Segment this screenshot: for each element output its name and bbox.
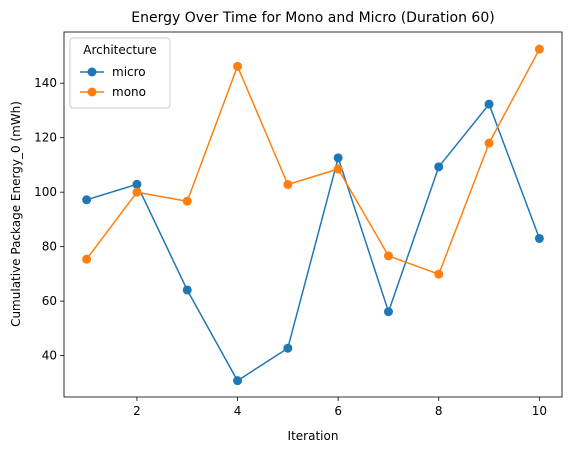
- x-axis-label: Iteration: [288, 429, 339, 443]
- data-point-micro: [182, 285, 192, 295]
- y-tick-label: 120: [34, 131, 57, 145]
- legend-label-mono: mono: [112, 85, 146, 99]
- data-point-micro: [82, 195, 92, 205]
- data-point-mono: [383, 251, 393, 261]
- legend-marker-mono: [87, 87, 97, 97]
- x-tick-label: 4: [234, 404, 242, 418]
- x-tick-label: 6: [334, 404, 342, 418]
- chart-title: Energy Over Time for Mono and Micro (Dur…: [131, 10, 494, 26]
- y-tick-label: 100: [34, 185, 57, 199]
- x-tick-label: 2: [133, 404, 141, 418]
- data-point-micro: [383, 307, 393, 317]
- data-point-mono: [283, 180, 293, 190]
- data-point-micro: [434, 162, 444, 172]
- data-point-micro: [233, 376, 243, 386]
- y-tick-label: 140: [34, 76, 57, 90]
- legend-title: Architecture: [83, 43, 156, 57]
- data-point-micro: [132, 179, 142, 189]
- y-tick-label: 80: [42, 240, 57, 254]
- legend-label-micro: micro: [112, 65, 146, 79]
- data-point-mono: [82, 254, 92, 264]
- data-point-mono: [132, 187, 142, 197]
- x-tick-label: 8: [435, 404, 443, 418]
- y-axis-label: Cumulative Package Energy_0 (mWh): [9, 101, 23, 327]
- y-tick-label: 60: [42, 294, 57, 308]
- plot-frame: [63, 31, 563, 398]
- data-point-mono: [534, 44, 544, 54]
- data-point-micro: [333, 153, 343, 163]
- data-point-mono: [434, 269, 444, 279]
- data-point-mono: [484, 138, 494, 148]
- legend: Architecture micro mono: [69, 37, 171, 109]
- legend-marker-micro: [87, 67, 97, 77]
- data-point-micro: [283, 343, 293, 353]
- data-point-micro: [484, 99, 494, 109]
- data-point-mono: [182, 196, 192, 206]
- series-line-mono: [86, 48, 541, 275]
- data-point-micro: [534, 233, 544, 243]
- y-tick-label: 40: [42, 349, 57, 363]
- x-tick-label: 10: [532, 404, 547, 418]
- series-line-micro: [86, 103, 541, 382]
- data-point-mono: [233, 61, 243, 71]
- data-point-mono: [333, 164, 343, 174]
